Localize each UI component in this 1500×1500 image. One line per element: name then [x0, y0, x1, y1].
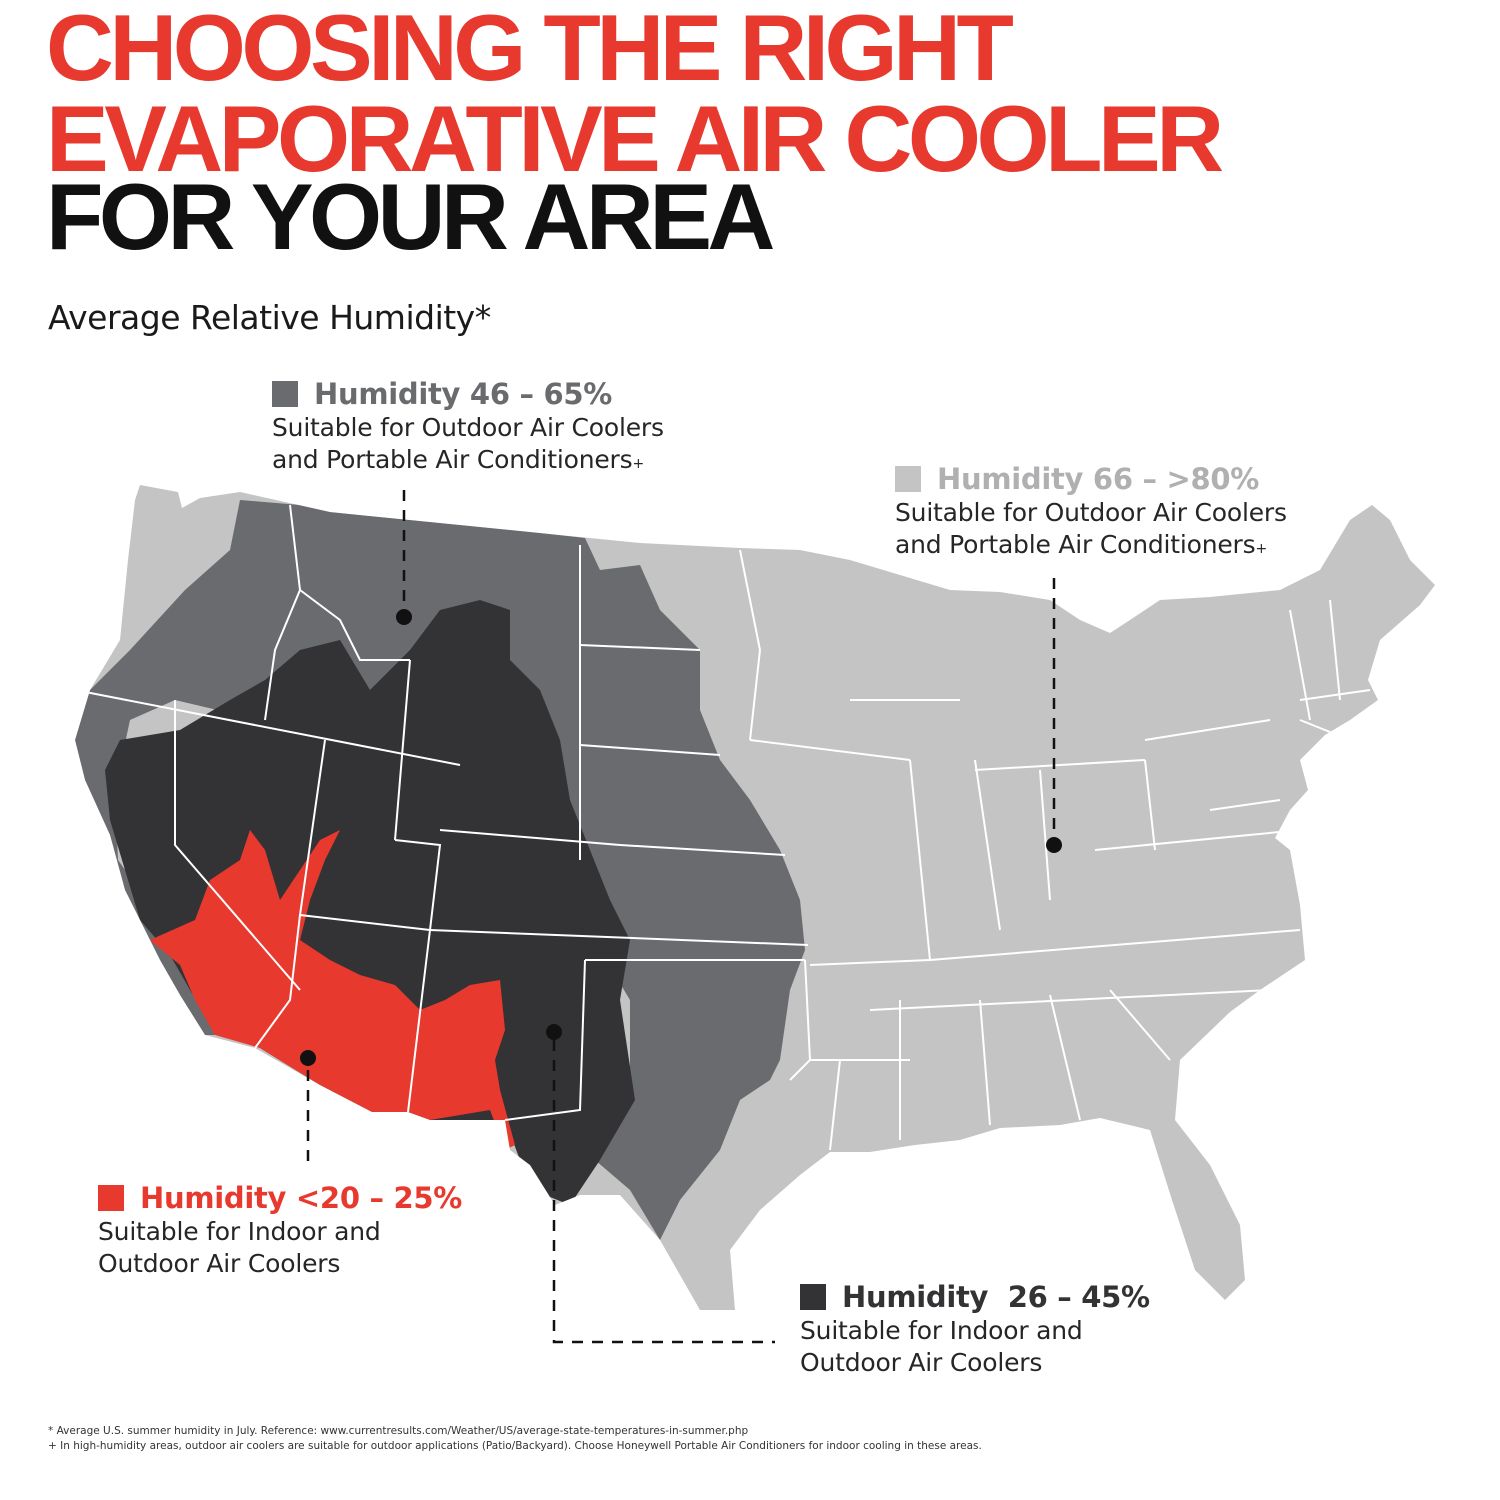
zone-dark-26-45	[105, 600, 635, 1205]
title-line-1: CHOOSING THE RIGHT	[46, 0, 1014, 100]
legend-swatch-red	[98, 1185, 124, 1211]
title-line-2: EVAPORATIVE AIR COOLER	[46, 86, 1224, 191]
legend-mid-heading: Humidity 46 – 65%	[314, 377, 612, 411]
legend-dark-line2: Outdoor Air Coolers	[800, 1348, 1043, 1377]
legend-light-line1: Suitable for Outdoor Air Coolers	[895, 498, 1287, 527]
legend-red-heading: Humidity <20 – 25%	[140, 1181, 462, 1215]
footnote-high-humidity: + In high-humidity areas, outdoor air co…	[48, 1440, 982, 1452]
legend-light-mark: +	[1255, 541, 1267, 557]
legend-red-line2: Outdoor Air Coolers	[98, 1249, 341, 1278]
legend-swatch-dark	[800, 1284, 826, 1310]
legend-dark-humidity: Humidity 26 – 45% Suitable for Indoor an…	[800, 1279, 1150, 1379]
legend-mid-humidity: Humidity 46 – 65% Suitable for Outdoor A…	[272, 376, 664, 476]
legend-light-line2: and Portable Air Conditioners	[895, 530, 1256, 559]
legend-dark-line1: Suitable for Indoor and	[800, 1316, 1083, 1345]
title-line-3: FOR YOUR AREA	[46, 164, 775, 269]
state-borders	[75, 504, 1371, 1151]
legend-red-humidity: Humidity <20 – 25% Suitable for Indoor a…	[98, 1180, 462, 1280]
legend-red-line1: Suitable for Indoor and	[98, 1217, 381, 1246]
zone-red-20-25	[150, 830, 515, 1150]
legend-light-humidity: Humidity 66 – >80% Suitable for Outdoor …	[895, 461, 1287, 561]
pointer-dots	[300, 609, 1062, 1066]
legend-mid-mark: +	[632, 456, 644, 472]
footnote-reference: * Average U.S. summer humidity in July. …	[48, 1425, 749, 1437]
legend-mid-line2: and Portable Air Conditioners	[272, 445, 633, 474]
pointer-lines	[306, 490, 1056, 1344]
map-subtitle: Average Relative Humidity*	[48, 298, 491, 337]
legend-swatch-light	[895, 466, 921, 492]
legend-dark-heading: Humidity 26 – 45%	[842, 1280, 1150, 1314]
legend-light-heading: Humidity 66 – >80%	[937, 462, 1259, 496]
legend-mid-line1: Suitable for Outdoor Air Coolers	[272, 413, 664, 442]
legend-swatch-mid	[272, 381, 298, 407]
